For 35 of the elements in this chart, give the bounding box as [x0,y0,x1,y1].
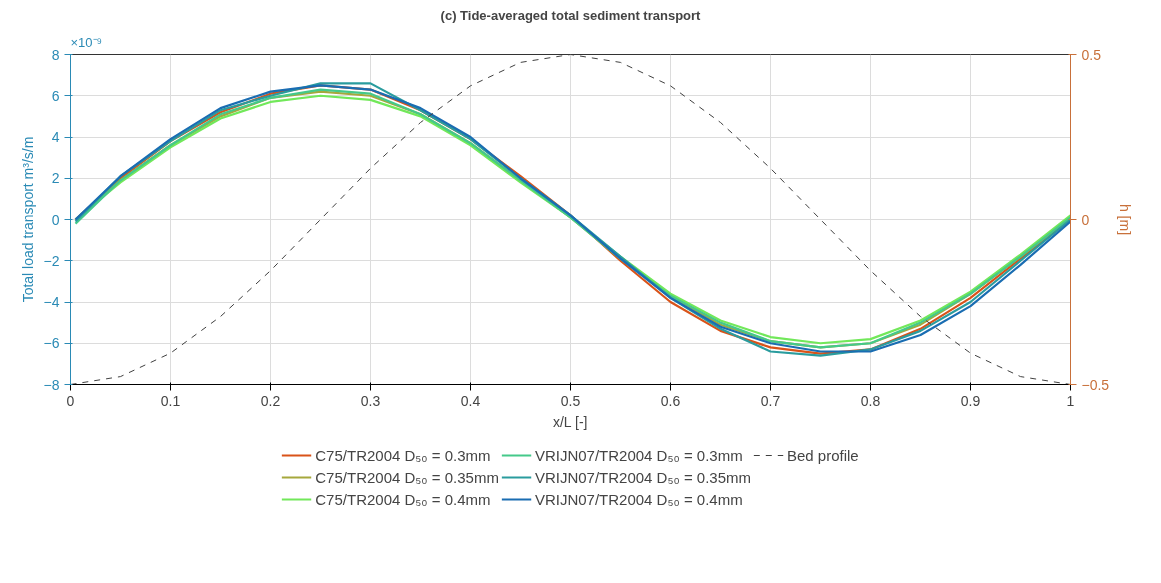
legend-label: C75/TR2004 D₅₀ = 0.35mm [315,468,499,486]
legend-label: Bed profile [787,446,859,464]
y2-tick-label: −0.5 [1081,376,1110,393]
y-tick-label: 0 [51,211,60,228]
chart-title: (c) Tide-averaged total sediment transport [440,7,702,23]
legend-label: C75/TR2004 D₅₀ = 0.4mm [315,490,491,508]
y-tick-label: −8 [43,376,60,393]
x-tick-label: 0.4 [460,392,481,409]
y-tick-label: 4 [51,129,60,145]
x-tick-label: 1 [1066,392,1075,409]
x-tick-label: 0.6 [660,392,681,409]
x-tick-label: 0.2 [260,392,281,409]
y-tick-label: 6 [51,87,60,104]
y-tick-label: 8 [51,46,60,63]
text: ×10⁻⁹ [70,34,103,50]
y-tick-label: −2 [43,252,60,269]
y-tick-label: 2 [51,170,60,187]
y-axis-title: Total load transport m³/s/m [19,136,36,303]
y2-tick-label: 0 [1081,211,1090,228]
x-tick-label: 0.3 [360,392,381,409]
y2-axis-title: h [m] [1117,203,1134,236]
x-tick-label: 0.1 [160,392,181,409]
legend-label: VRIJN07/TR2004 D₅₀ = 0.4mm [534,490,743,508]
y-tick-label: −6 [43,335,60,352]
x-tick-label: 0.7 [760,392,781,409]
legend-label: C75/TR2004 D₅₀ = 0.3mm [315,446,491,464]
x-tick-label: 0.9 [960,392,981,409]
legend-label: VRIJN07/TR2004 D₅₀ = 0.35mm [534,468,751,486]
x-tick-label: 0.5 [560,392,581,409]
x-tick-label: 0.8 [860,392,881,409]
x-axis-title: x/L [-] [553,413,588,430]
y2-tick-label: 0.5 [1081,46,1102,63]
x-tick-label: 0 [66,392,75,409]
legend-label: VRIJN07/TR2004 D₅₀ = 0.3mm [534,446,743,464]
y-tick-label: −4 [43,294,60,310]
